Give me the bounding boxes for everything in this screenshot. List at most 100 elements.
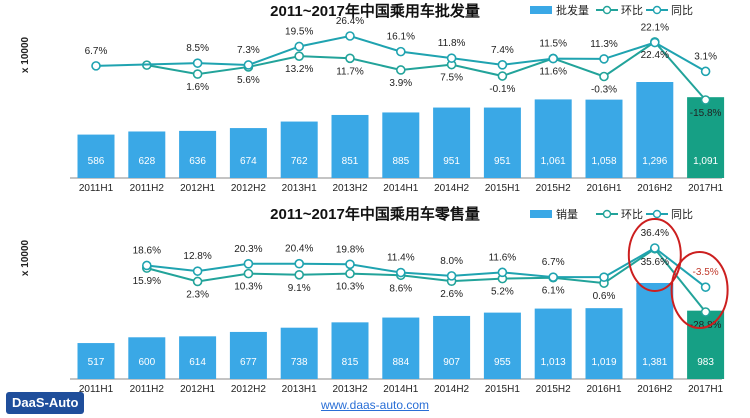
data-label: 20.3% [234,244,262,255]
bar [128,131,166,178]
series-point [497,71,508,81]
data-label: 6.1% [542,286,565,297]
series-point [91,61,101,71]
series-point [395,46,406,57]
series-point [395,65,406,75]
bar-value-label: 674 [240,156,257,167]
data-label: 7.5% [440,73,463,84]
legend-label: 同比 [671,208,693,221]
bar-value-label: 885 [392,156,409,167]
data-label: 11.7% [336,66,364,77]
x-tick-label: 2015H1 [485,183,520,194]
x-tick-label: 2012H1 [180,183,215,194]
data-label: 1.6% [186,82,209,93]
bar [483,107,521,178]
bar [585,308,623,379]
x-tick-label: 2012H1 [180,384,215,395]
data-label: 6.7% [542,257,565,268]
data-label: 3.9% [389,78,412,89]
data-label: 11.6% [489,252,517,263]
bar-value-label: 951 [443,156,460,167]
series-point [548,272,559,282]
series-point [243,268,254,279]
bar-value-label: 762 [291,156,308,167]
bar [433,315,471,379]
legend-swatch-bar [530,6,552,14]
x-tick-label: 2015H2 [536,183,571,194]
data-label: 19.5% [285,26,313,37]
series-point [497,60,508,70]
bar-value-label: 1,013 [541,357,566,368]
series-point [345,31,355,41]
legend-label: 同比 [671,4,693,17]
series-point [548,53,559,64]
series-point [599,272,609,282]
x-tick-label: 2011H2 [130,384,165,395]
series-point [294,51,305,61]
data-label: 19.8% [336,244,364,255]
x-tick-label: 2011H2 [130,183,165,194]
x-tick-label: 2016H2 [637,183,672,194]
bar-value-label: 636 [189,156,206,167]
bar-value-label: 884 [392,357,409,368]
series-line-yoy [95,34,707,73]
x-tick-label: 2017H1 [688,384,723,395]
legend-swatch-bar [530,210,552,218]
data-label: 11.8% [438,38,466,49]
bar [331,322,369,379]
bar [77,343,115,379]
data-label: 22.4% [641,50,669,61]
bar-value-label: 955 [494,357,511,368]
data-label: 2.6% [440,289,463,300]
bar [229,331,267,379]
series-point [345,268,355,279]
data-label: 10.3% [234,282,262,293]
x-tick-label: 2017H1 [688,183,723,194]
data-label: 22.1% [641,23,669,34]
series-point [497,267,508,278]
series-line-mom [146,247,707,313]
series-line-yoy [146,246,707,288]
series-point [294,269,305,280]
series-point [192,69,203,79]
x-tick-label: 2016H1 [586,384,621,395]
bar-value-label: 628 [138,156,155,167]
bar-value-label: 600 [138,357,155,368]
series-point [192,266,203,276]
data-label: 35.6% [641,257,669,268]
x-tick-label: 2014H2 [434,384,469,395]
series-point [294,258,305,269]
x-tick-label: 2015H1 [485,384,520,395]
data-label: 18.6% [133,245,161,256]
legend-swatch-point [602,209,612,219]
data-label: 16.1% [387,32,415,43]
series-point [649,37,660,48]
site-url-link[interactable]: www.daas-auto.com [320,398,430,412]
data-label: 13.2% [285,64,313,75]
bar-value-label: 1,091 [693,156,718,167]
data-label: -0.3% [591,84,617,95]
bar-value-label: 1,296 [642,156,667,167]
bar [483,312,521,379]
series-point [700,66,711,77]
legend-swatch-point [652,5,662,15]
x-tick-label: 2013H2 [332,384,367,395]
data-label: 7.3% [237,45,260,56]
bar-value-label: 815 [342,357,359,368]
data-label: 0.6% [593,291,616,302]
bar [179,336,217,379]
data-label: 5.6% [237,75,260,86]
series-point [649,243,660,253]
x-tick-label: 2014H1 [383,384,418,395]
series-point [142,260,152,271]
bar [687,97,725,178]
data-label: -3.5% [693,267,719,278]
bar-value-label: 983 [697,357,714,368]
series-point [446,53,457,63]
x-tick-label: 2013H2 [332,183,367,194]
data-label: -15.8% [690,108,722,119]
y-axis-label: x 10000 [20,239,31,276]
chart-title: 2011~2017年中国乘用车零售量 [270,205,480,223]
bar [280,327,318,379]
x-tick-label: 2011H1 [79,384,114,395]
